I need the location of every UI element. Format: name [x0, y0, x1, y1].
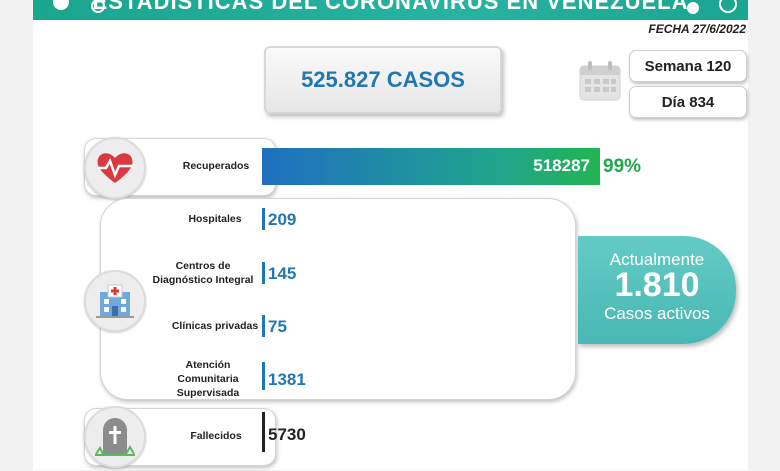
care-value: 75	[268, 317, 287, 336]
active-cases-number: 1.810	[614, 266, 700, 304]
care-bar	[262, 315, 265, 337]
care-label: Atención Comunitaria Supervisada	[176, 359, 240, 399]
heart-circle	[84, 137, 146, 199]
header-title: ESTADÍSTICAS DEL CORONAVIRUS EN VENEZUEL…	[92, 0, 689, 14]
care-bar	[262, 362, 265, 390]
virus-icon	[687, 0, 737, 14]
care-bar	[262, 208, 265, 230]
care-panel	[100, 198, 576, 400]
header-banner: ESTADÍSTICAS DEL CORONAVIRUS EN VENEZUEL…	[33, 0, 748, 20]
care-label: Hospitales	[188, 213, 242, 225]
hospital-icon	[96, 284, 134, 318]
hospital-circle	[84, 270, 146, 332]
recovered-value: 518287	[533, 156, 590, 175]
active-cases-caption: Actualmente	[609, 250, 705, 269]
week-badge: Semana 120	[629, 50, 747, 82]
active-cases-label: Casos activos	[604, 304, 710, 323]
care-label: Centros de Diagnóstico Integral	[152, 260, 254, 286]
care-value: 145	[268, 264, 297, 283]
deceased-value: 5730	[268, 425, 306, 444]
total-cases-box: 525.827 CASOS	[264, 46, 502, 114]
active-cases-box: Actualmente 1.810 Casos activos	[578, 236, 736, 344]
tombstone-icon	[95, 418, 135, 456]
tombstone-circle	[84, 406, 146, 468]
recovered-bar: 518287	[262, 148, 600, 185]
heart-pulse-icon	[97, 153, 133, 183]
deceased-bar	[262, 412, 265, 452]
recovered-label: Recuperados	[182, 160, 250, 172]
care-value: 209	[268, 210, 297, 229]
day-badge: Día 834	[629, 86, 747, 118]
care-value: 1381	[268, 370, 306, 389]
care-label: Clínicas privadas	[171, 320, 259, 332]
virus-icon	[53, 0, 105, 13]
total-cases: 525.827 CASOS	[301, 67, 465, 92]
recovered-percent: 99%	[603, 156, 642, 177]
care-bar	[262, 262, 265, 284]
calendar-icon	[579, 61, 621, 101]
deceased-label: Fallecidos	[190, 430, 242, 442]
date-label: FECHA 27/6/2022	[648, 22, 746, 36]
